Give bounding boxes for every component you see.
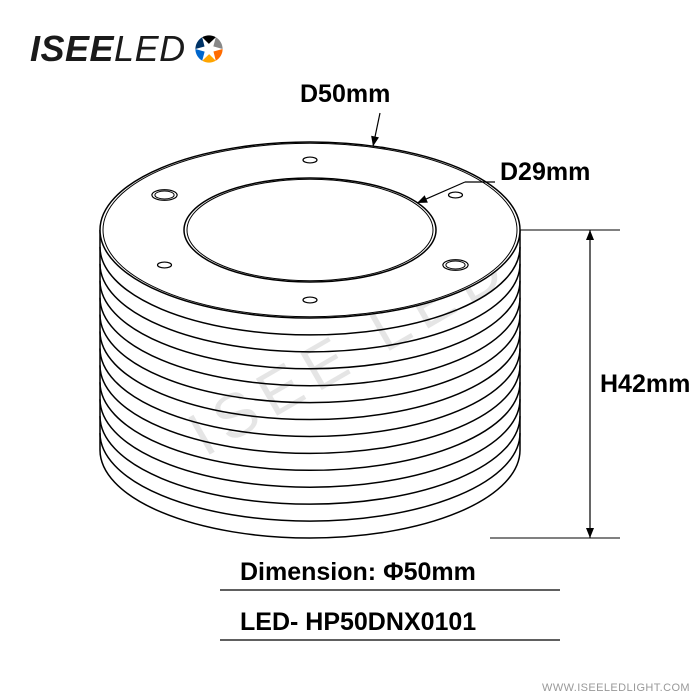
footer-url: WWW.ISEELEDLIGHT.COM (542, 682, 690, 694)
label-model: LED- HP50DNX0101 (240, 608, 476, 637)
label-d50: D50mm (300, 80, 390, 109)
label-d29: D29mm (500, 158, 590, 187)
label-h42: H42mm (600, 370, 690, 399)
label-dimension: Dimension: Φ50mm (240, 558, 476, 587)
